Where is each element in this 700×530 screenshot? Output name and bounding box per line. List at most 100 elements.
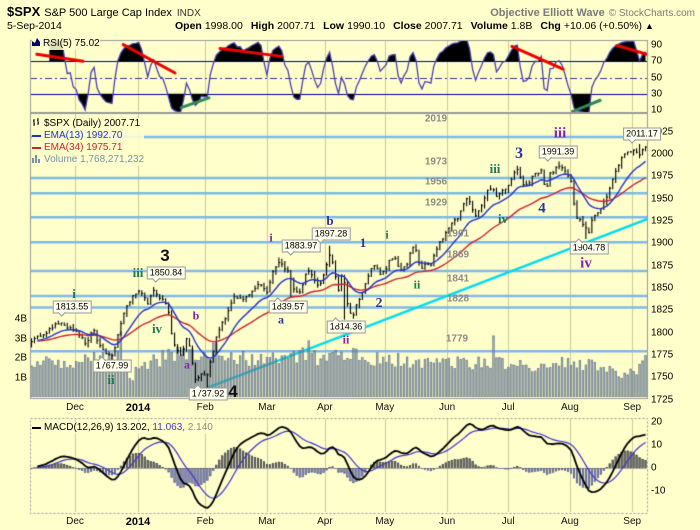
wave-label: i — [72, 286, 76, 301]
month-label: May — [375, 516, 395, 527]
sr-level-label: 1828 — [446, 293, 470, 305]
wave-label: iii — [132, 265, 144, 280]
month-label: Mar — [258, 516, 276, 527]
price-callout: 1839.57 — [268, 297, 308, 314]
wave-label: ii — [107, 372, 115, 387]
rsi-tick-label: 10 — [651, 104, 663, 116]
sr-level-label: 1901 — [446, 228, 470, 240]
macd-swatch — [32, 427, 41, 429]
price-callout: 1814.36 — [326, 317, 366, 334]
month-label: 2014 — [125, 402, 151, 414]
volume-bars-icon — [32, 154, 41, 167]
wave-label: 3 — [515, 145, 523, 162]
wave-label: iii — [489, 161, 501, 176]
wave-label: b — [326, 213, 334, 228]
sr-level-label: 1869 — [446, 249, 470, 261]
price-tick-label: 1975 — [651, 170, 674, 182]
wave-label: iv — [151, 321, 163, 336]
month-label: Dec — [66, 402, 84, 413]
wave-label: 3 — [160, 246, 170, 265]
macd-signal-label: 11.063, — [152, 422, 186, 433]
price-callout: 1737.92 — [188, 384, 228, 401]
month-label: Sep — [623, 516, 642, 527]
wave-label: 4 — [538, 200, 546, 217]
month-label: Jun — [439, 516, 456, 527]
ema34-swatch — [32, 147, 41, 149]
macd-tick-label: 20 — [651, 416, 663, 428]
wave-label: 2 — [375, 296, 383, 311]
ema13-label: EMA(13) 1992.70 — [44, 130, 123, 141]
quote-close: Close 2007.71 — [393, 20, 463, 32]
rsi-legend-label: RSI(5) 75.02 — [43, 38, 100, 49]
price-tick-label: 1950 — [651, 193, 674, 205]
month-label: Jul — [501, 516, 515, 527]
wave-label: b — [192, 308, 200, 323]
price-callout: 2011.17 — [623, 127, 661, 144]
price-callout: 1813.55 — [52, 300, 92, 317]
month-label: Jul — [501, 402, 515, 413]
macd-tick-label: 0 — [651, 462, 657, 474]
price-tick-label: 1925 — [651, 215, 674, 227]
price-callout: 1991.39 — [538, 145, 578, 162]
index-name: S&P 500 Large Cap Index — [44, 7, 172, 19]
wave-label: iii — [553, 125, 567, 142]
quote-open: Open 1998.00 — [175, 20, 243, 32]
volume-tick-label: 2B — [14, 352, 27, 364]
sr-level-label: 1841 — [446, 273, 470, 285]
rsi-tick-label: 90 — [651, 39, 663, 51]
header-left: $SPX S&P 500 Large Cap Index INDX — [7, 3, 201, 21]
ticker-symbol: $SPX — [7, 4, 41, 19]
month-label: Feb — [196, 516, 214, 527]
price-chart-icon — [32, 117, 41, 131]
sr-level-label: 2019 — [424, 113, 448, 125]
wave-label: ii — [342, 332, 350, 347]
price-tick-label: 2000 — [651, 148, 674, 160]
rsi-tick-label: 30 — [651, 88, 663, 100]
price-tick-label: 1850 — [651, 282, 674, 294]
brand-title: Objective Elliott Wave — [490, 7, 605, 19]
rsi-tick-label: 70 — [651, 55, 663, 67]
wave-label: i — [269, 230, 273, 245]
price-tick-label: 1800 — [651, 327, 674, 339]
month-label: 2014 — [125, 516, 151, 528]
price-tick-label: 1750 — [651, 371, 674, 383]
rsi-legend: RSI(5) 75.02 — [32, 38, 100, 50]
sr-level-label: 1973 — [424, 156, 448, 168]
month-label: May — [375, 402, 395, 413]
rsi-tick-label: 50 — [651, 72, 663, 83]
macd-tick-label: 10 — [651, 439, 663, 451]
sr-level-label: 1956 — [424, 176, 448, 188]
wave-label: iv — [497, 211, 509, 226]
price-tick-label: 2025 — [651, 126, 674, 138]
ema13-swatch — [32, 135, 41, 137]
wave-label: ii — [413, 277, 421, 292]
month-label: Dec — [66, 516, 84, 527]
macd-label: MACD(12,26,9) 13.202, — [44, 422, 150, 433]
wave-label: 1 — [359, 235, 367, 250]
price-callout: 1883.97 — [281, 239, 321, 256]
quote-row: 5-Sep-2014 Open 1998.00 High 2007.71 Low 19… — [7, 20, 695, 32]
chart-header: $SPX S&P 500 Large Cap Index INDX Objectiv… — [7, 3, 695, 21]
volume-tick-label: 4B — [14, 313, 27, 325]
quote-low: Low 1990.10 — [323, 20, 386, 32]
price-tick-label: 1875 — [651, 260, 674, 272]
month-label: Mar — [258, 402, 276, 413]
month-label: Feb — [196, 402, 214, 413]
quote-change: Chg +10.06 (+0.50%) ▲ — [540, 20, 654, 32]
wave-label: 4 — [228, 382, 238, 401]
macd-legend: MACD(12,26,9) 13.202, 11.063, 2.140 — [32, 422, 213, 434]
header-right: Objective Elliott Wave © StockCharts.com — [490, 3, 695, 21]
price-callout: 1904.78 — [569, 238, 609, 255]
wave-label: i — [385, 227, 389, 242]
sr-level-label: 1779 — [445, 333, 469, 345]
exchange-tag: INDX — [176, 8, 201, 19]
price-callout: 1767.99 — [92, 356, 132, 373]
month-label: Jun — [439, 402, 456, 413]
macd-hist-label: 2.140 — [187, 422, 213, 433]
wave-label: a — [184, 357, 190, 372]
month-label: Sep — [623, 402, 642, 413]
ema34-label: EMA(34) 1975.71 — [44, 142, 123, 153]
macd-tick-label: -10 — [651, 485, 666, 497]
